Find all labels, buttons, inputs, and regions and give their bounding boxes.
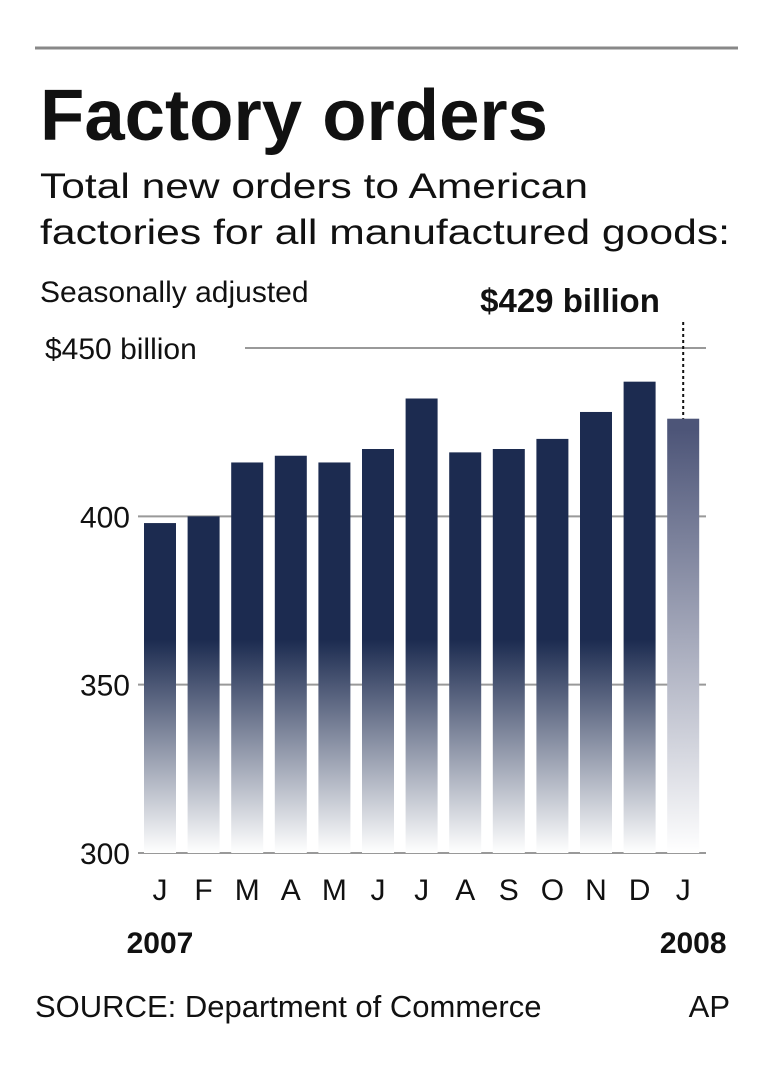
- x-tick-label: N: [585, 874, 607, 907]
- source: SOURCE: Department of Commerce: [35, 989, 541, 1024]
- bar: [580, 411, 612, 853]
- bar: [362, 449, 394, 853]
- x-tick-label: A: [455, 874, 475, 907]
- year-label: 2008: [660, 927, 727, 960]
- bar: [667, 418, 700, 853]
- y-tick-label: 350: [80, 670, 130, 703]
- bar: [623, 381, 656, 853]
- x-tick-label: J: [676, 874, 691, 907]
- x-tick-label: O: [541, 874, 564, 907]
- x-tick-label: J: [153, 874, 168, 907]
- bar: [144, 523, 176, 853]
- y-tick-label: $450 billion: [45, 333, 197, 366]
- subtitle: Total new orders to American: [40, 167, 588, 206]
- x-tick-label: D: [629, 874, 651, 907]
- subtitle: factories for all manufactured goods:: [40, 213, 730, 252]
- y-tick-label: 300: [80, 838, 130, 871]
- bar: [492, 449, 525, 853]
- chart-title: Factory orders: [40, 76, 548, 156]
- note: Seasonally adjusted: [40, 276, 309, 309]
- bar: [274, 455, 307, 853]
- x-tick-label: A: [281, 874, 301, 907]
- y-tick-label: 400: [80, 501, 130, 534]
- credit: AP: [689, 989, 730, 1024]
- x-tick-label: J: [414, 874, 429, 907]
- annotation: $429 billion: [480, 282, 660, 319]
- x-tick-label: M: [235, 874, 260, 907]
- bar: [405, 398, 438, 853]
- x-tick-label: M: [322, 874, 347, 907]
- bar: [231, 462, 264, 853]
- bar: [187, 516, 220, 853]
- year-label: 2007: [127, 927, 194, 960]
- bar: [536, 438, 569, 853]
- x-tick-label: S: [499, 874, 519, 907]
- bar: [449, 452, 482, 853]
- x-tick-label: F: [194, 874, 212, 907]
- x-tick-label: J: [371, 874, 386, 907]
- bar: [318, 462, 351, 853]
